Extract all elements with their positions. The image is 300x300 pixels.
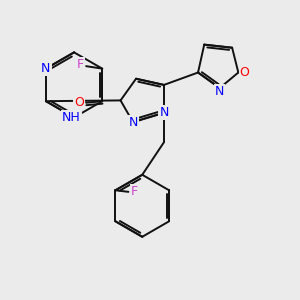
Text: F: F bbox=[77, 58, 84, 71]
Text: O: O bbox=[240, 66, 250, 79]
Text: O: O bbox=[74, 96, 84, 109]
Text: N: N bbox=[215, 85, 224, 98]
Text: N: N bbox=[41, 62, 51, 75]
Text: N: N bbox=[128, 116, 138, 129]
Text: N: N bbox=[159, 106, 169, 119]
Text: NH: NH bbox=[62, 111, 81, 124]
Text: F: F bbox=[131, 185, 138, 198]
